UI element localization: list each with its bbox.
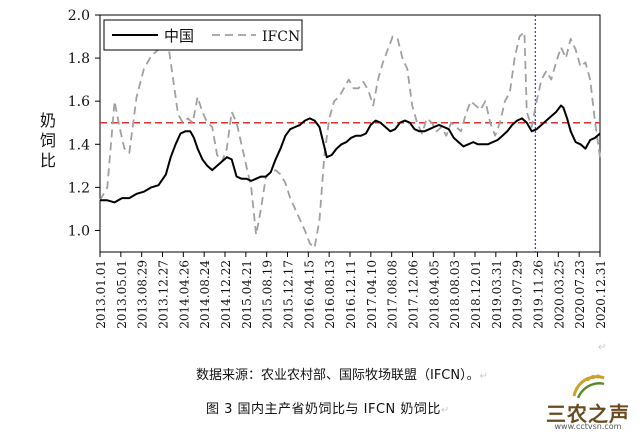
x-tick-label: 2016.04.15: [302, 260, 316, 329]
watermark-url: www.cctvsn.com: [554, 422, 622, 431]
chart-area: 1.0 1.2 1.4 1.6 1.8 2.0 奶饲比 2013.01.01 2013.05.0…: [40, 8, 608, 329]
legend-label-china: 中国: [164, 27, 194, 45]
wheat-logo-icon: [572, 374, 605, 399]
source-text: 数据来源：农业农村部、国际牧场联盟（IFCN）。: [196, 368, 480, 383]
y-tick-label: 1.8: [68, 51, 90, 67]
series-lines: [99, 31, 601, 249]
x-tick-label: 2013.05.01: [115, 260, 129, 329]
x-tick-label: 2014.04.26: [177, 260, 191, 329]
x-tick-label: 2020.12.31: [594, 260, 608, 329]
watermark-name: 三农之声: [546, 402, 630, 426]
x-tick-label: 2019.07.29: [511, 260, 525, 329]
y-tick-label: 1.6: [68, 94, 90, 110]
y-tick-label: 1.2: [68, 180, 90, 196]
x-tick-label: 2017.12.06: [407, 260, 421, 329]
y-axis-label: 比: [40, 151, 56, 170]
y-tick-label: 1.0: [68, 223, 90, 239]
paragraph-mark: ↵: [598, 342, 607, 353]
figure-caption: 图 3 国内主产省奶饲比与 IFCN 奶饲比↵: [206, 398, 450, 417]
series-line-ifcn: [99, 31, 601, 249]
x-tick-label: 2015.08.19: [261, 260, 275, 329]
legend-label-ifcn: IFCN: [262, 29, 300, 45]
x-tick-label: 2013.01.01: [94, 260, 108, 329]
x-tick-label: 2015.12.17: [282, 260, 296, 329]
x-tick-label: 2019.03.31: [490, 260, 504, 329]
x-tick-label: 2015.04.21: [240, 260, 254, 329]
figure-title: 图 3 国内主产省奶饲比与 IFCN 奶饲比: [206, 402, 441, 417]
y-axis-label: 饲: [40, 131, 56, 150]
x-tick-label: 2013.08.29: [136, 260, 150, 329]
paragraph-mark: ↵: [440, 405, 450, 416]
legend: 中国 IFCN: [103, 19, 303, 51]
x-tick-label: 2016.12.11: [344, 260, 358, 329]
paragraph-mark: ↵: [479, 371, 489, 382]
series-line-china: [100, 104, 601, 204]
x-tick-label: 2017.04.10: [365, 260, 379, 329]
x-tick-label: 2018.04.05: [427, 260, 441, 329]
source-caption: 数据来源：农业农村部、国际牧场联盟（IFCN）。↵: [196, 364, 488, 383]
y-tick-label: 2.0: [68, 8, 90, 24]
x-tick-label: 2013.12.27: [157, 260, 171, 329]
x-tick-label: 2017.08.08: [386, 260, 400, 329]
x-tick-label: 2020.03.25: [552, 260, 566, 329]
axis-ticks: 1.0 1.2 1.4 1.6 1.8 2.0 奶饲比 2013.01.01 2013.05.0…: [40, 8, 608, 329]
x-tick-label: 2014.08.24: [198, 260, 212, 329]
y-tick-label: 1.4: [68, 137, 90, 153]
x-tick-label: 2016.08.13: [323, 260, 337, 329]
x-tick-label: 2020.07.23: [573, 260, 587, 329]
watermark-logo: 三农之声 www.cctvsn.com: [538, 370, 638, 432]
x-tick-label: 2019.11.26: [532, 260, 546, 329]
x-tick-label: 2018.12.01: [469, 260, 483, 329]
x-tick-label: 2018.08.03: [448, 260, 462, 329]
x-tick-label: 2014.12.22: [219, 260, 233, 329]
y-axis-label: 奶: [40, 111, 56, 130]
